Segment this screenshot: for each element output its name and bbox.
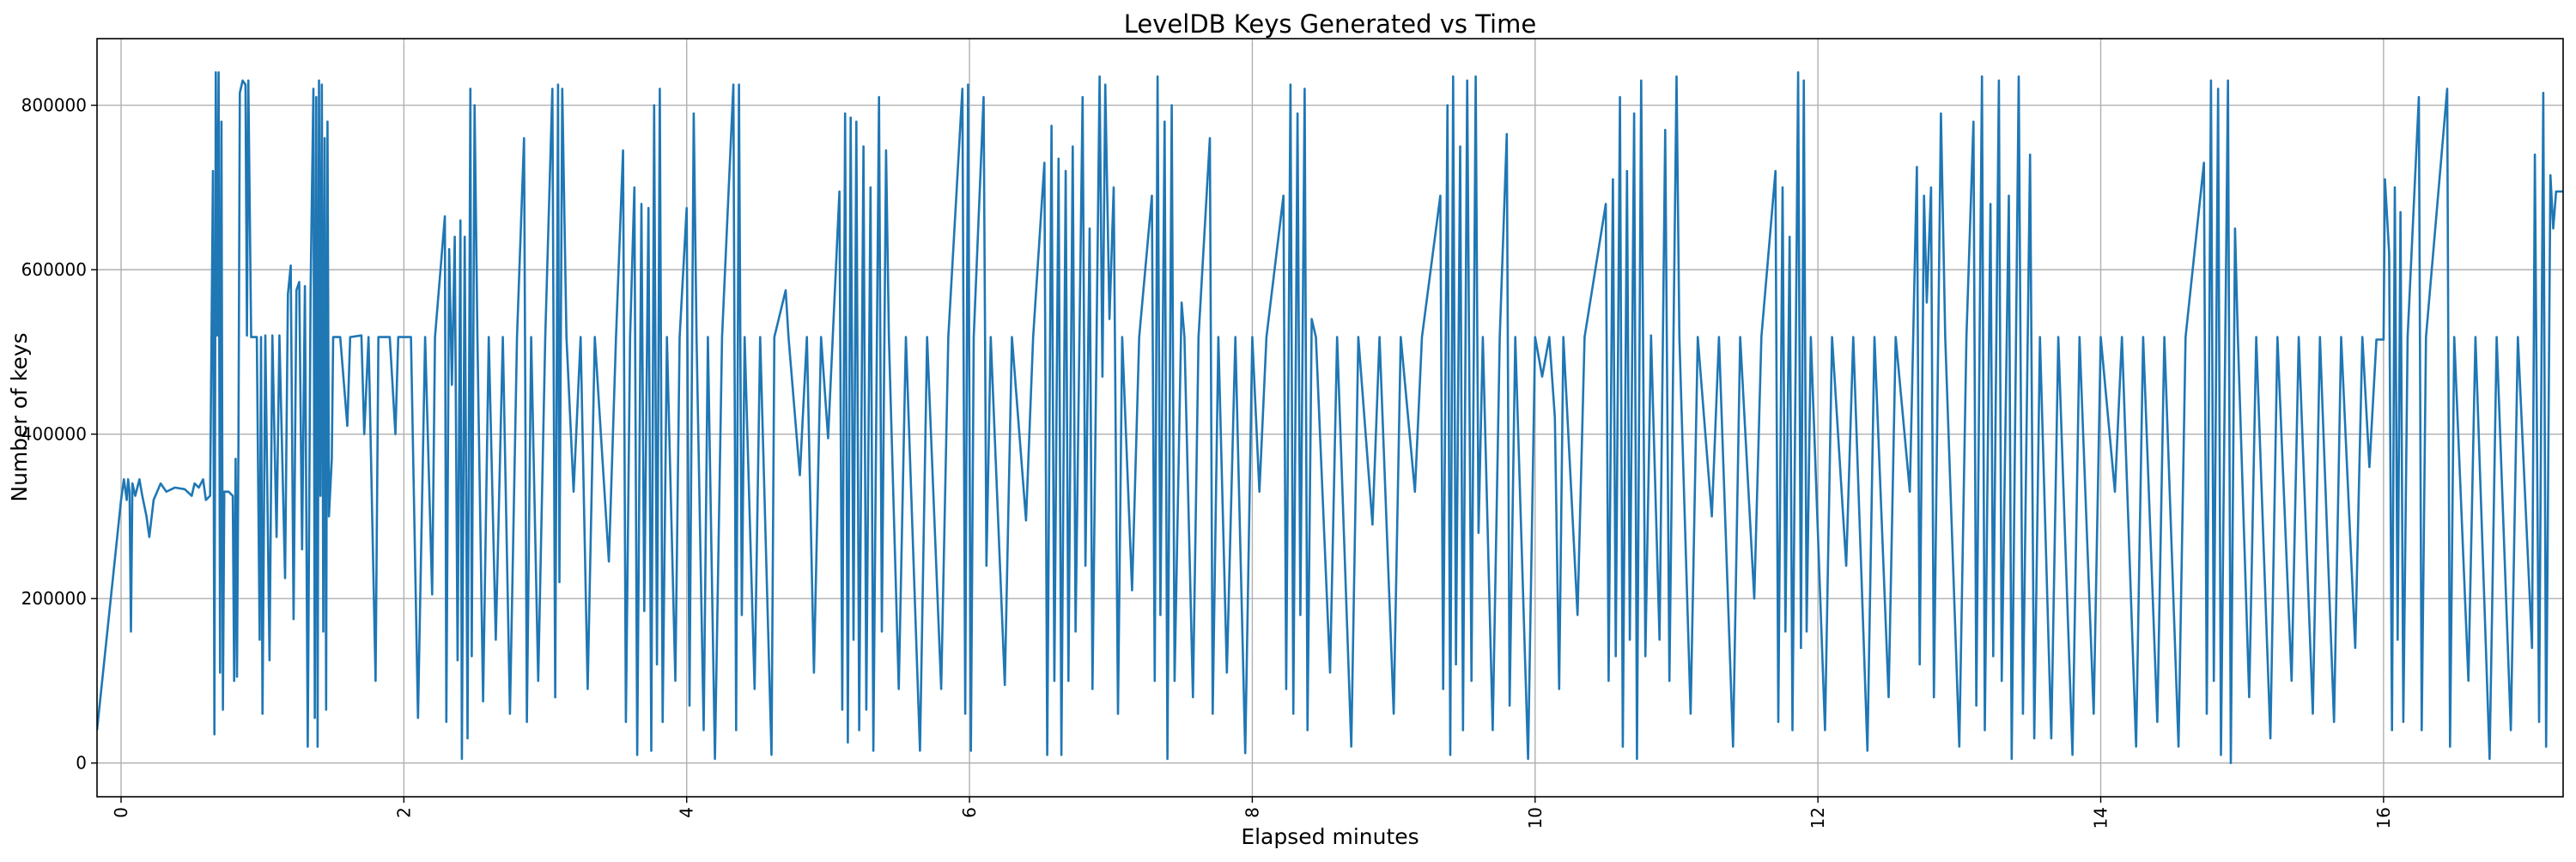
plot-frame [96, 38, 2564, 798]
x-tick-label: 6 [959, 807, 980, 818]
y-tick-label: 800000 [21, 95, 87, 116]
x-axis-label: Elapsed minutes [1241, 824, 1419, 849]
x-tick-label: 16 [2373, 807, 2394, 829]
y-tick-label: 400000 [21, 424, 87, 445]
x-tick-label: 4 [677, 807, 697, 818]
y-axis-label: Number of keys [7, 332, 32, 501]
x-axis-ticks: 0 2 4 6 8 10 12 14 16 [111, 797, 2394, 829]
y-tick-label: 200000 [21, 588, 87, 609]
x-tick-label: 8 [1242, 807, 1262, 818]
x-tick-label: 2 [393, 807, 414, 818]
y-tick-label: 0 [76, 753, 87, 774]
chart-title: LevelDB Keys Generated vs Time [1124, 9, 1536, 39]
series-group [97, 71, 2563, 764]
y-tick-label: 600000 [21, 259, 87, 280]
x-tick-label: 0 [111, 807, 131, 818]
y-axis-ticks: 0 200000 400000 600000 800000 [21, 95, 97, 774]
x-tick-label: 10 [1525, 807, 1546, 829]
x-tick-label: 14 [2091, 807, 2111, 829]
x-tick-label: 12 [1807, 807, 1828, 829]
series-line-keys [97, 71, 2563, 764]
